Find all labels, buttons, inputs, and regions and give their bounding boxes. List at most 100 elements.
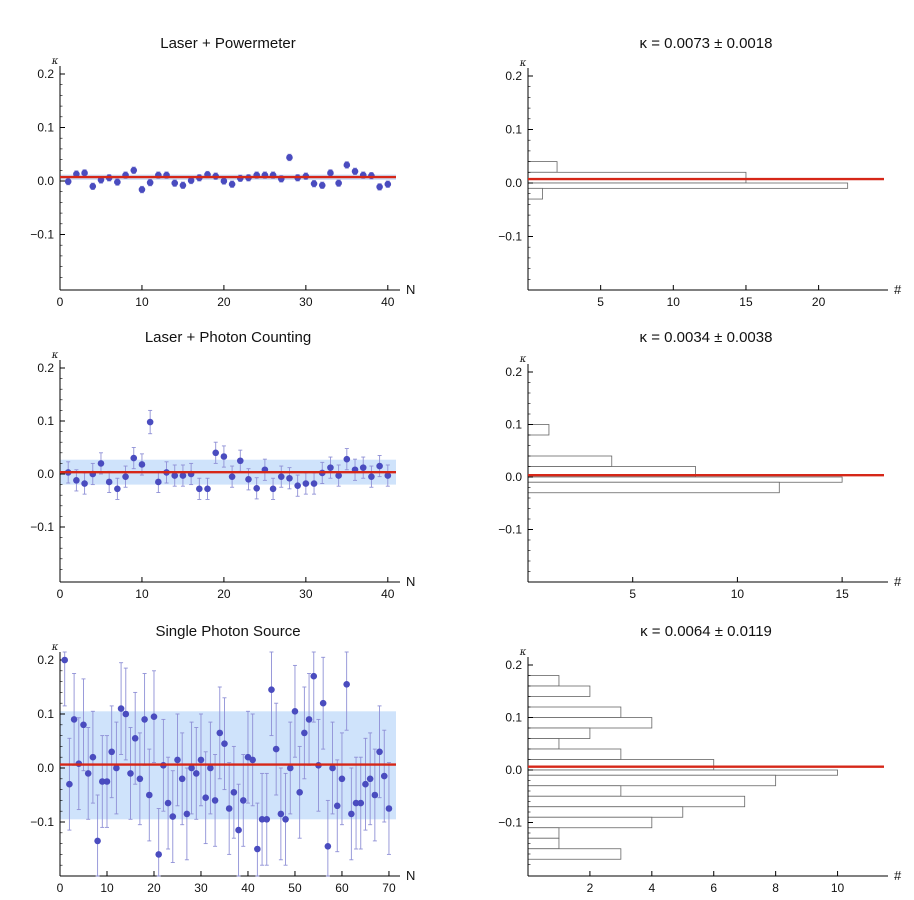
histogram-bar: [527, 837, 560, 850]
data-point: [362, 780, 369, 788]
histogram-bar: [527, 848, 622, 860]
y-tick-label: 0.1: [37, 707, 54, 721]
data-point: [254, 845, 261, 853]
data-point: [376, 462, 383, 470]
data-point: [84, 770, 92, 777]
data-point: [228, 473, 236, 480]
histogram-bar: [527, 738, 560, 750]
histogram-bar: [527, 827, 560, 839]
data-point: [169, 813, 177, 820]
data-point: [61, 656, 68, 664]
y-axis-label: κ: [51, 642, 59, 653]
panel-6: κ = 0.0064 ± 0.0119 0.2 0.1 0.0 −0.1 2 4 6 8 10 κ #: [498, 623, 902, 895]
x-tick-label: 2: [587, 881, 594, 895]
data-point: [183, 810, 191, 818]
x-tick-label: 10: [135, 587, 149, 601]
data-point: [380, 772, 388, 780]
panel-5: Single Photon Source 0.2 0.1 0.0 −0.1 0 10 20 30…: [30, 623, 415, 895]
data-point: [225, 805, 233, 812]
data-point: [64, 178, 72, 185]
data-point: [296, 789, 303, 796]
x-tick-label: 20: [812, 295, 826, 309]
histogram-bar: [527, 806, 684, 818]
x-tick-label: 20: [217, 587, 231, 601]
data-point: [122, 710, 130, 718]
histogram-bar: [527, 182, 849, 189]
histogram-bar: [527, 785, 622, 797]
data-point: [130, 454, 138, 462]
data-point: [113, 764, 120, 772]
histogram-bar: [527, 476, 843, 483]
data-point: [114, 485, 121, 493]
y-tick-label: 0.2: [37, 361, 54, 375]
data-point: [178, 775, 186, 783]
x-tick-label: 20: [217, 295, 231, 309]
data-point: [94, 837, 101, 845]
data-point: [220, 453, 228, 460]
data-point: [302, 480, 310, 487]
data-point: [171, 472, 179, 479]
x-tick-label: 4: [648, 881, 655, 895]
x-tick-label: 10: [831, 881, 845, 895]
data-point: [305, 716, 313, 723]
y-tick-label: −0.1: [30, 815, 54, 829]
data-point: [117, 705, 125, 712]
data-point: [89, 183, 97, 190]
data-point: [371, 791, 379, 799]
y-tick-label: 0.0: [505, 763, 522, 777]
x-tick-label: 60: [335, 881, 349, 895]
y-tick-label: 0.0: [37, 467, 54, 481]
chart-title: Single Photon Source: [155, 623, 300, 640]
histogram-bar: [527, 481, 780, 494]
panel-4: κ = 0.0034 ± 0.0038 0.2 0.1 0.0 −0.1 5 10 15 κ #: [498, 329, 902, 601]
x-tick-label: 70: [382, 881, 396, 895]
data-point: [138, 461, 146, 468]
data-point: [310, 180, 318, 187]
data-point: [335, 472, 342, 479]
data-point: [138, 186, 146, 193]
histogram-bar: [527, 424, 550, 436]
data-point: [212, 449, 220, 457]
y-tick-label: 0.0: [37, 174, 54, 188]
data-point: [196, 485, 203, 493]
data-point: [291, 708, 299, 715]
y-tick-label: 0.1: [37, 121, 54, 135]
y-tick-label: 0.2: [505, 658, 522, 672]
data-point: [155, 478, 162, 486]
data-point: [145, 791, 153, 799]
histogram-bar: [527, 706, 622, 718]
y-tick-label: −0.1: [30, 520, 54, 534]
data-point: [179, 472, 187, 479]
data-point: [146, 179, 154, 186]
data-point: [368, 473, 375, 480]
data-point: [188, 764, 195, 772]
data-point: [197, 756, 205, 764]
data-point: [338, 775, 346, 783]
x-tick-label: 20: [147, 881, 161, 895]
x-tick-label: 6: [710, 881, 717, 895]
data-point: [348, 810, 355, 818]
x-axis-label: N: [406, 574, 415, 589]
histogram-bar: [527, 816, 653, 829]
x-tick-label: 30: [299, 587, 313, 601]
data-point: [179, 181, 187, 189]
data-point: [122, 473, 129, 480]
x-tick-label: 8: [772, 881, 779, 895]
data-point: [130, 167, 138, 174]
data-point: [103, 778, 111, 785]
y-tick-label: −0.1: [498, 230, 522, 244]
data-point: [66, 780, 73, 788]
x-tick-label: 0: [57, 295, 64, 309]
y-axis-label: κ: [51, 56, 59, 67]
chart-title: κ = 0.0034 ± 0.0038: [640, 329, 773, 346]
data-point: [376, 748, 383, 756]
data-point: [286, 154, 293, 161]
histogram-bar: [527, 748, 622, 760]
x-tick-label: 40: [241, 881, 255, 895]
data-point: [192, 770, 200, 777]
data-point: [164, 799, 172, 807]
data-point: [327, 169, 334, 177]
y-tick-label: 0.1: [37, 414, 54, 428]
y-tick-label: 0.1: [505, 711, 522, 725]
y-tick-label: 0.2: [37, 67, 54, 81]
